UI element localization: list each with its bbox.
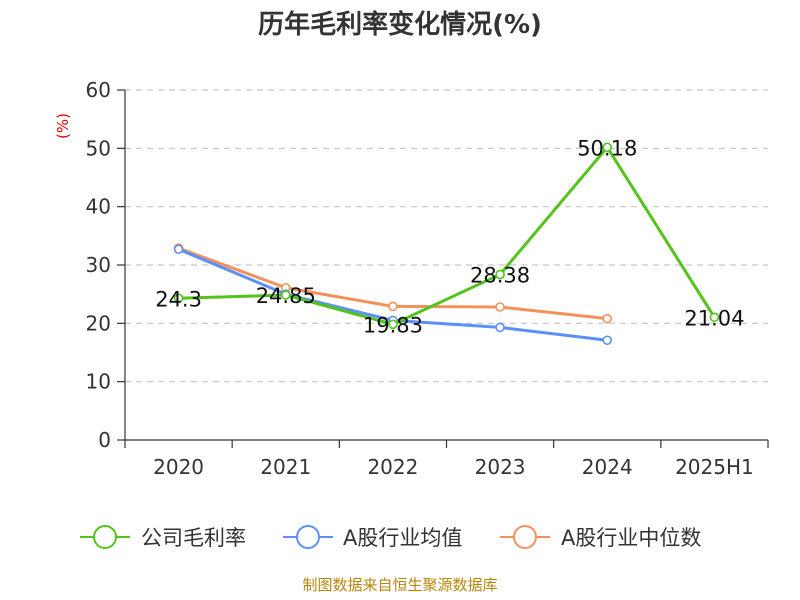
point-s0-2025H1 [709, 312, 720, 323]
legend-label-2: A股行业中位数 [561, 526, 701, 550]
chart-title: 历年毛利率变化情况(%) [258, 9, 542, 40]
point-s2-2022 [388, 301, 398, 312]
series-lines [173, 142, 720, 346]
point-s2-2024 [602, 313, 613, 324]
point-s2-2023 [495, 302, 505, 312]
legend-swatch-marker-1 [296, 525, 320, 549]
legend-label-1: A股行业均值 [343, 526, 462, 550]
legend-item-2[interactable]: A股行业中位数 [500, 525, 701, 550]
data-label-2020: 24.3 [155, 287, 202, 311]
data-labels: 24.3 24.85 19.83 28.38 50.18 21.04 [155, 136, 744, 337]
y-tick-label-10: 10 [86, 370, 111, 394]
source-note: 制图数据来自恒生聚源数据库 [302, 576, 497, 594]
y-tick-label-30: 30 [86, 253, 111, 277]
x-tick-label-2025H1: 2025H1 [675, 455, 754, 479]
data-label-2024: 50.18 [577, 136, 637, 160]
x-tick-label-2021: 2021 [260, 455, 311, 479]
legend-item-0[interactable]: 公司毛利率 [80, 525, 246, 550]
y-tick-label-20: 20 [86, 311, 111, 335]
point-s1-2024 [602, 335, 613, 346]
point-s0-2022 [388, 319, 398, 330]
data-label-2023: 28.38 [470, 263, 530, 287]
data-label-2022: 19.83 [363, 313, 423, 337]
point-s0-2023 [495, 269, 505, 280]
y-tick-label-50: 50 [86, 136, 111, 160]
legend[interactable]: 公司毛利率 A股行业均值 A股行业中位数 [80, 525, 701, 550]
series-line-0 [178, 145, 716, 326]
point-s0-2024 [602, 142, 613, 153]
x-tick-label-2023: 2023 [475, 455, 526, 479]
legend-swatch-marker-2 [513, 525, 537, 549]
point-s0-2021 [280, 290, 291, 300]
gridlines [125, 89, 768, 383]
axes: 0 10 20 30 40 50 60 2020 2021 2022 2023 2024 2025H1 [86, 78, 769, 479]
data-label-2021: 24.85 [256, 284, 316, 308]
point-s1-2020 [173, 244, 184, 255]
legend-label-0: 公司毛利率 [141, 526, 246, 550]
legend-swatch-marker-0 [93, 525, 117, 549]
point-s1-2023 [495, 322, 505, 333]
y-tick-label-60: 60 [86, 78, 111, 102]
y-tick-label-40: 40 [86, 195, 111, 219]
legend-item-1[interactable]: A股行业均值 [283, 525, 462, 550]
x-tick-label-2024: 2024 [582, 455, 633, 479]
y-tick-label-0: 0 [98, 428, 111, 452]
y-axis-unit: (%) [54, 113, 72, 139]
x-tick-label-2022: 2022 [367, 455, 418, 479]
data-label-2025H1: 21.04 [684, 306, 744, 330]
point-s0-2020 [173, 293, 184, 304]
x-tick-label-2020: 2020 [153, 455, 204, 479]
